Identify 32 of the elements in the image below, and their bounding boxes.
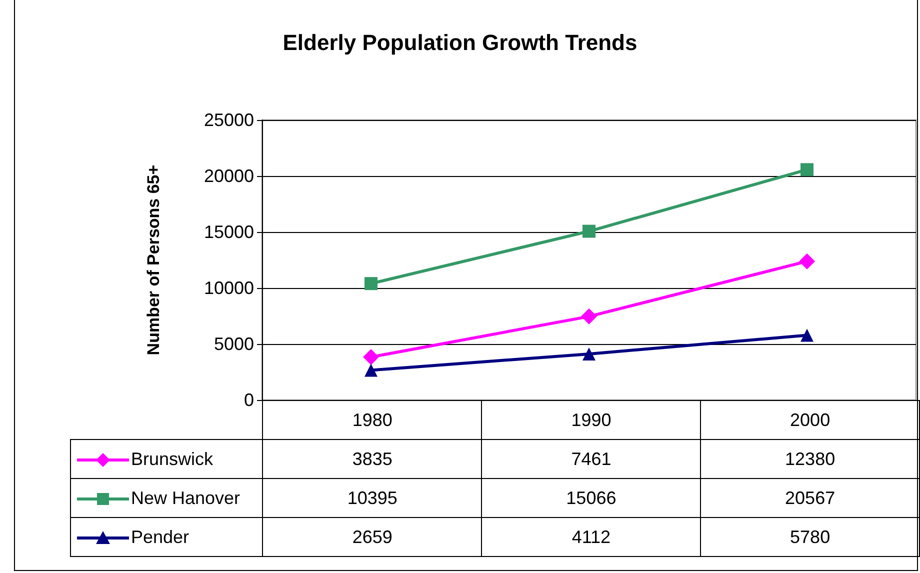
data-label: 7461 [482,440,701,478]
point [363,349,379,366]
y-axis-title: Number of Persons 65+ [144,164,163,356]
legend-label: Brunswick [131,448,214,468]
data-label: 2659 [262,518,482,556]
x-tick-label: 1990 [482,400,701,440]
y-tick-label: 10000 [204,278,254,298]
data-label: 12380 [700,440,920,478]
point [800,163,814,176]
point [582,347,596,360]
y-tick-label: 0 [244,390,254,410]
legend-label: New Hanover [131,488,240,508]
data-label: 5780 [700,518,920,556]
point [582,224,596,238]
point [800,328,814,342]
data-label: 10395 [262,478,482,518]
legend-label: Pender [131,526,190,546]
data-label: 15066 [482,478,701,518]
data-label: 3835 [262,440,482,478]
chart-title: Elderly Population Growth Trends [282,30,638,56]
data-label: 20567 [700,478,920,518]
x-tick-label: 1980 [262,400,482,440]
point [799,253,815,270]
x-tick-label: 2000 [700,400,920,440]
y-tick-label: 5000 [214,334,254,354]
y-tick-label: 20000 [204,166,254,186]
y-tick-label: 15000 [204,222,254,242]
point [581,308,597,324]
y-tick-label: 25000 [204,110,254,130]
point [364,364,378,377]
data-label: 4112 [482,518,701,556]
point [364,277,378,290]
